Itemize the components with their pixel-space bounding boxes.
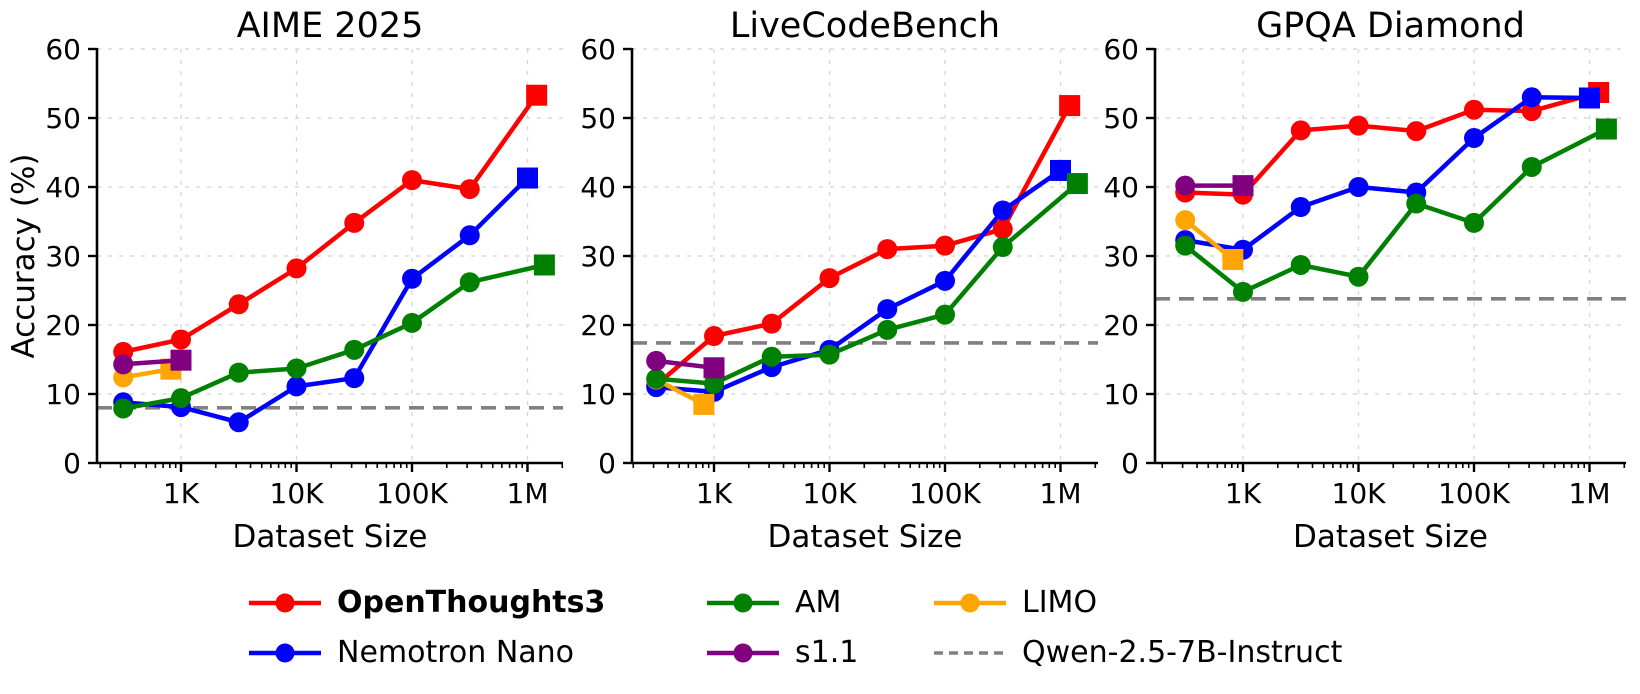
chart-aime-2025: 0 10 20 30 40 50 60 1K 10K 100K 1M AIME 2025 Dataset… [0,0,570,560]
svg-text:GPQA Diamond: GPQA Diamond [1256,6,1525,46]
legend: OpenThoughts3 Nemotron Nano AM s1.1 [0,575,1640,685]
legend-label-limo: LIMO [1022,585,1098,620]
svg-text:1K: 1K [696,477,733,510]
svg-text:100K: 100K [376,477,448,510]
legend-line-circle-icon [249,593,321,613]
legend-line-circle-icon [249,643,321,663]
svg-text:20: 20 [580,309,616,342]
chart-livecodebench-plot: 0 10 20 30 40 50 60 1K 10K 100K 1M LiveCodeBench Dat… [580,6,1098,555]
svg-text:30: 30 [45,240,81,273]
legend-item-s1-1: s1.1 [706,634,858,672]
svg-text:20: 20 [1103,309,1139,342]
chart-gpqa-diamond: 0 10 20 30 40 50 60 1K 10K 100K 1M GPQA Diamond Data… [1100,0,1640,560]
svg-text:50: 50 [580,102,616,135]
legend-line-circle-icon [707,643,779,663]
svg-text:50: 50 [1103,102,1139,135]
chart-aime-2025-plot: 0 10 20 30 40 50 60 1K 10K 100K 1M AIME 2025 Dataset… [6,6,564,555]
svg-text:40: 40 [1103,171,1139,204]
svg-text:20: 20 [45,309,81,342]
legend-line-circle-icon [934,593,1006,613]
charts-row: 0 10 20 30 40 50 60 1K 10K 100K 1M AIME 2025 Dataset… [0,0,1640,560]
legend-item-limo: LIMO [933,584,1097,622]
svg-text:AIME 2025: AIME 2025 [237,6,424,46]
chart-livecodebench: 0 10 20 30 40 50 60 1K 10K 100K 1M LiveCodeBench Dat… [570,0,1100,560]
legend-item-am: AM [706,584,841,622]
svg-text:60: 60 [580,33,616,66]
svg-text:Dataset Size: Dataset Size [768,519,963,555]
svg-text:Accuracy (%): Accuracy (%) [6,153,42,358]
svg-text:40: 40 [45,171,81,204]
svg-text:50: 50 [45,102,81,135]
svg-text:100K: 100K [909,477,981,510]
legend-dashed-line-icon [934,651,1006,655]
legend-label-nemotron-nano: Nemotron Nano [337,635,575,670]
svg-text:10K: 10K [1332,477,1387,510]
chart-gpqa-diamond-plot: 0 10 20 30 40 50 60 1K 10K 100K 1M GPQA Diamond Data… [1103,6,1626,555]
svg-text:Dataset Size: Dataset Size [233,519,428,555]
legend-item-nemotron-nano: Nemotron Nano [248,634,574,672]
svg-text:10: 10 [1103,378,1139,411]
svg-text:1K: 1K [163,477,200,510]
svg-text:0: 0 [598,447,616,480]
svg-text:40: 40 [580,171,616,204]
legend-label-openthoughts3: OpenThoughts3 [337,585,606,620]
svg-text:10: 10 [45,378,81,411]
svg-text:60: 60 [45,33,81,66]
svg-text:1M: 1M [1569,477,1611,510]
svg-text:30: 30 [580,240,616,273]
svg-text:10: 10 [580,378,616,411]
svg-text:Dataset Size: Dataset Size [1293,519,1488,555]
legend-item-openthoughts3: OpenThoughts3 [248,584,605,622]
svg-text:1M: 1M [507,477,549,510]
legend-item-qwen-baseline: Qwen-2.5-7B-Instruct [933,634,1342,672]
svg-text:30: 30 [1103,240,1139,273]
svg-text:LiveCodeBench: LiveCodeBench [730,6,1000,46]
svg-text:60: 60 [1103,33,1139,66]
legend-label-am: AM [795,585,842,620]
svg-text:0: 0 [1121,447,1139,480]
svg-text:10K: 10K [270,477,325,510]
svg-text:1K: 1K [1225,477,1262,510]
svg-text:0: 0 [63,447,81,480]
svg-text:10K: 10K [803,477,858,510]
legend-label-qwen-baseline: Qwen-2.5-7B-Instruct [1022,635,1343,670]
legend-label-s1-1: s1.1 [795,635,859,670]
legend-line-circle-icon [707,593,779,613]
svg-text:1M: 1M [1040,477,1082,510]
svg-text:100K: 100K [1438,477,1510,510]
